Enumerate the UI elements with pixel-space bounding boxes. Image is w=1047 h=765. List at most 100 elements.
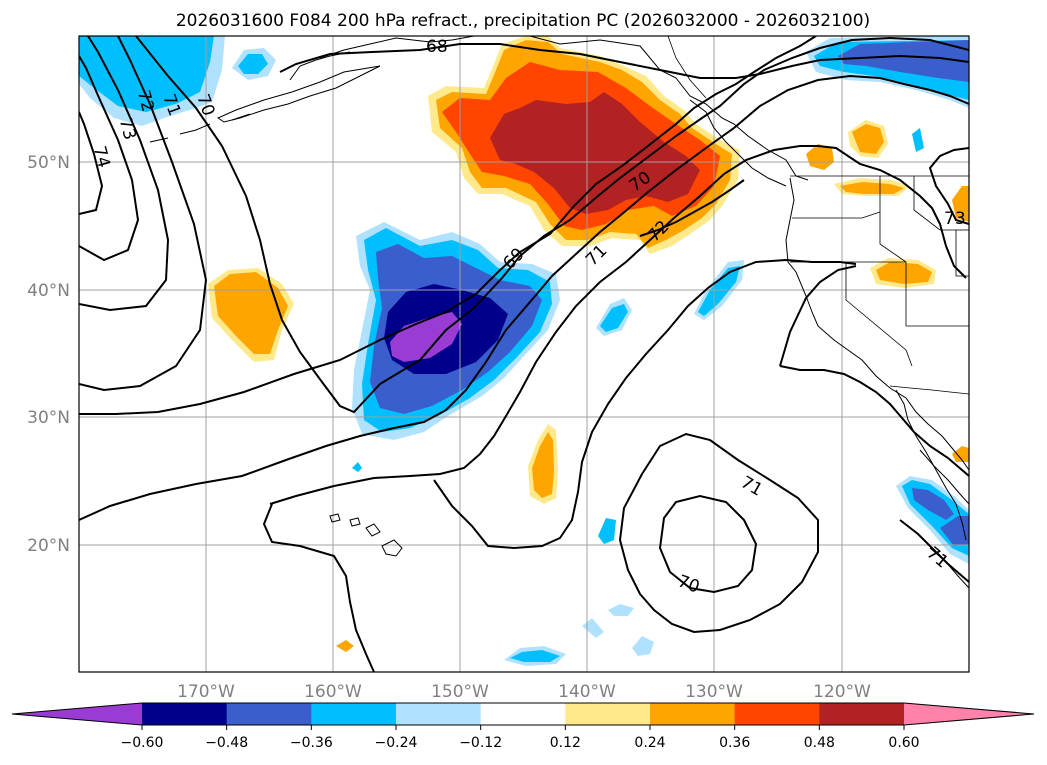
border-mt: [913, 176, 969, 277]
colorbar-segment: [480, 703, 566, 725]
border-us-mex: [889, 385, 969, 395]
colorbar-segment: [226, 703, 312, 725]
lat-label-40n: 40°N: [27, 281, 70, 301]
colorbar-segment: [565, 703, 651, 725]
shade-nw-deep: [79, 36, 214, 112]
border-wa-or: [792, 211, 881, 219]
contour-label: 73: [944, 209, 966, 229]
colorbar-segment: [734, 703, 820, 725]
contour-70-main: [79, 74, 969, 521]
coast-alaska: [319, 36, 809, 181]
shade-wblob-orange: [214, 272, 288, 354]
contour-68: [279, 43, 969, 79]
coast-aleutians: [149, 113, 251, 143]
shade-n8-royal: [912, 488, 954, 520]
shade-p3: [852, 124, 884, 154]
coast-uswest: [785, 177, 969, 471]
shade-n2: [698, 266, 740, 316]
shade-p4: [840, 182, 904, 194]
shade-p8: [336, 640, 354, 652]
contour-70-west: [135, 36, 969, 414]
colorbar-tick-label: 0.48: [804, 735, 835, 751]
colorbar-extend-min: [12, 703, 142, 725]
shade-p7: [952, 446, 969, 462]
contour-71-se-corner: [899, 519, 969, 583]
shade-n4: [608, 604, 634, 616]
shade-n7: [352, 462, 362, 472]
lat-label-30n: 30°N: [27, 408, 70, 428]
hawaii-oahu: [349, 517, 361, 527]
colorbar-tick-label: −0.12: [459, 735, 502, 751]
hawaii-kauai: [329, 513, 341, 523]
border-id: [879, 176, 907, 326]
shade-p2: [806, 144, 834, 170]
shade-p6: [952, 186, 969, 222]
shade-np-firebrick: [490, 92, 700, 214]
coast-mexico: [919, 449, 969, 505]
colorbar-segment: [311, 703, 397, 725]
coast-baja: [895, 389, 967, 541]
colorbar-segment: [142, 703, 228, 725]
lon-label-140w: 140°W: [558, 682, 616, 702]
contour-west-loop: [262, 503, 375, 672]
colorbar-tick-label: 0.36: [719, 735, 750, 751]
contour-73-east: [928, 147, 969, 225]
shade-n10: [912, 128, 924, 152]
borders: [667, 36, 969, 395]
precipitation-shading: [79, 36, 969, 666]
colorbar-tick-label: −0.60: [121, 735, 164, 751]
map-panel: 68 69 70 70 70 71 71 71 71 72 72 73 73 7…: [79, 36, 969, 672]
longitude-labels: 170°W 160°W 150°W 140°W 130°W 120°W: [177, 682, 871, 702]
contour-71-west: [79, 36, 208, 392]
colorbar-tick-label: 0.60: [888, 735, 919, 751]
hawaii-maui: [365, 523, 381, 537]
contour-74: [79, 111, 104, 215]
contour-label: 68: [426, 37, 448, 57]
contour-70-south: [658, 494, 758, 594]
colorbar-tick-label: −0.48: [205, 735, 248, 751]
contour-71-main: [269, 145, 967, 505]
shade-n6: [510, 650, 560, 662]
shade-n5: [632, 636, 654, 656]
coast-alaska-peninsula: [216, 65, 381, 123]
lat-label-20n: 20°N: [27, 536, 70, 556]
shade-n9-royal: [940, 516, 969, 546]
colorbar-segment: [819, 703, 905, 725]
colorbar-tick-label: 0.24: [634, 735, 665, 751]
contour-71-southeast: [779, 265, 969, 477]
hawaii-big: [381, 539, 403, 557]
colorbar-extend-max: [904, 703, 1034, 725]
contour-73: [79, 55, 140, 262]
shade-cp-purple: [390, 312, 462, 362]
contour-72-west: [79, 36, 170, 312]
lon-label-120w: 120°W: [813, 682, 871, 702]
coastlines: [149, 36, 969, 589]
colorbar-segment: [396, 703, 482, 725]
shade-n1: [600, 304, 628, 332]
lon-label-150w: 150°W: [431, 682, 489, 702]
map-frame: [78, 35, 970, 673]
colorbar-tick-label: −0.36: [290, 735, 333, 751]
contour-72-main: [433, 179, 857, 550]
contour-71-south: [618, 432, 819, 634]
lon-label-160w: 160°W: [304, 682, 362, 702]
shade-p1-orange: [532, 432, 554, 498]
colorbar-segment: [650, 703, 736, 725]
border-ca-nv: [845, 262, 913, 367]
colorbar-tick-label: −0.24: [375, 735, 418, 751]
shade-ne-royal: [838, 40, 969, 82]
border-alaska-canada: [667, 36, 707, 99]
shade-p5: [876, 262, 932, 284]
shade-n3: [598, 518, 616, 544]
figure-title: 2026031600 F084 200 hPa refract., precip…: [176, 11, 870, 31]
lat-label-50n: 50°N: [27, 153, 70, 173]
colorbar: −0.60 −0.48 −0.36 −0.24 −0.12 0.12 0.24 0.36 0.4…: [11, 702, 1035, 751]
colorbar-tick-label: 0.12: [550, 735, 581, 751]
height-contours: [79, 36, 969, 672]
lon-label-170w: 170°W: [177, 682, 235, 702]
contour-69: [79, 36, 817, 415]
latitude-labels: 50°N 40°N 30°N 20°N: [27, 153, 70, 556]
shade-small-blue: [238, 54, 268, 74]
lon-label-130w: 130°W: [685, 682, 743, 702]
